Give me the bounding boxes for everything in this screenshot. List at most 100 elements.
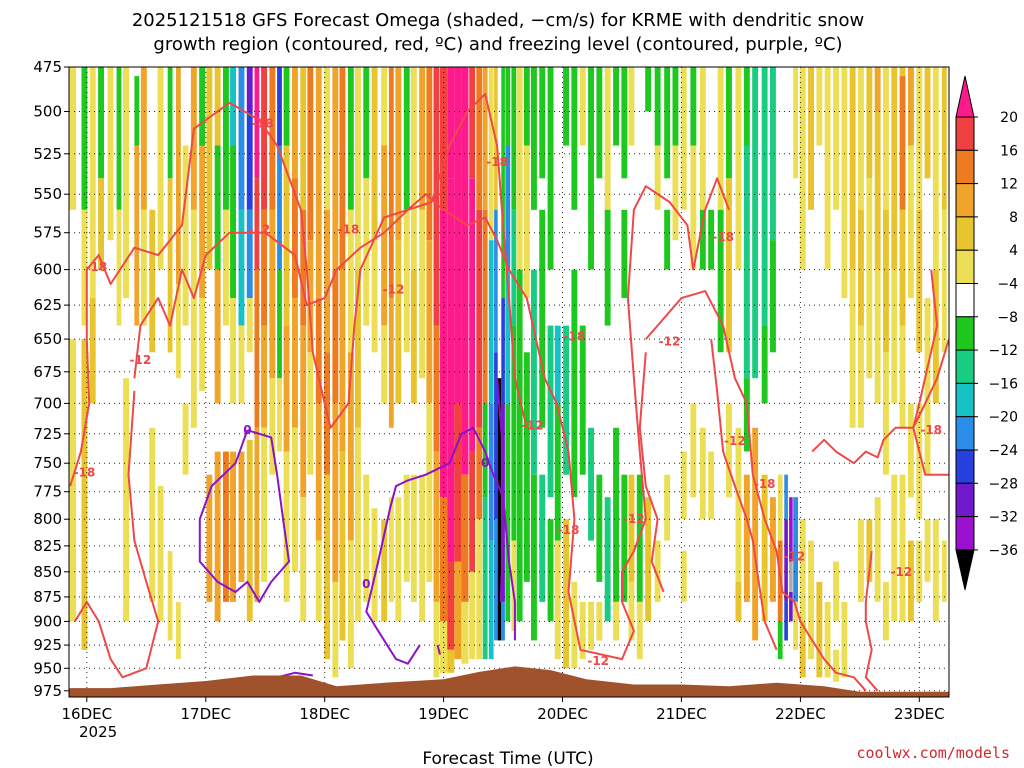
omega-cell-53-2 xyxy=(488,403,494,541)
omega-cell-37-1 xyxy=(371,240,378,353)
dgz-contour-label-1: -12 xyxy=(248,223,270,237)
omega-cell-1-2 xyxy=(81,339,88,650)
omega-cell-40-0 xyxy=(395,67,402,241)
omega-cell-103-0 xyxy=(874,67,881,112)
colorbar-band-10 xyxy=(955,449,975,484)
omega-cell-39-1 xyxy=(388,298,394,428)
colorbar-tick-label-12: −32 xyxy=(988,510,1018,526)
omega-cell-20-1 xyxy=(238,209,245,326)
omega-cell-48-0 xyxy=(454,67,462,404)
omega-cell-84-1 xyxy=(726,178,732,353)
omega-cell-27-2 xyxy=(292,298,298,428)
omega-cell-92-2 xyxy=(789,592,793,622)
x-tick-label-1: 17DEC xyxy=(181,705,232,723)
omega-cell-64-0 xyxy=(554,325,561,404)
omega-cell-27-0 xyxy=(292,67,298,179)
omega-cell-11-0 xyxy=(167,67,173,179)
omega-cell-77-2 xyxy=(664,474,671,541)
omega-cell-26-3 xyxy=(283,451,290,602)
omega-cell-21-1 xyxy=(246,111,253,210)
omega-cell-59-2 xyxy=(516,403,523,622)
omega-cell-79-2 xyxy=(680,551,687,602)
colorbar-band-2 xyxy=(955,183,975,218)
x-tick-label-7: 23DEC xyxy=(894,705,945,723)
omega-cell-108-2 xyxy=(916,403,923,520)
omega-cell-31-0 xyxy=(324,67,330,210)
omega-cell-10-0 xyxy=(157,67,164,270)
chart-title-line-1: 2025121518 GFS Forecast Omega (shaded, −… xyxy=(132,10,864,31)
omega-cell-92-1 xyxy=(789,561,793,592)
omega-cell-110-0 xyxy=(932,67,939,270)
omega-cell-82-0 xyxy=(708,209,715,270)
colorbar-tick-label-11: −28 xyxy=(988,476,1018,492)
omega-cell-69-1 xyxy=(596,474,603,582)
omega-cell-17-3 xyxy=(214,451,221,622)
omega-cell-45-0 xyxy=(433,67,440,326)
omega-cell-104-2 xyxy=(883,352,889,475)
omega-cell-34-0 xyxy=(347,67,354,210)
omega-cell-62-0 xyxy=(539,67,546,179)
omega-cell-1-1 xyxy=(81,209,88,326)
freezing-contour-label-0: 0 xyxy=(243,423,251,437)
omega-cell-27-1 xyxy=(292,178,298,299)
omega-cell-10-1 xyxy=(157,486,164,622)
omega-cell-31-3 xyxy=(324,474,330,660)
omega-cell-7-1 xyxy=(134,145,140,326)
dgz-contour-label-6: -18 xyxy=(74,465,96,479)
omega-cell-17-1 xyxy=(214,145,221,270)
dgz-contour-label-0: -18 xyxy=(252,117,274,131)
omega-cell-96-1 xyxy=(816,581,823,678)
omega-cell-101-2 xyxy=(858,325,864,428)
freezing-contour-3 xyxy=(496,378,505,602)
y-tick-label-575: 575 xyxy=(33,224,62,242)
colorbar-band-9 xyxy=(955,416,975,451)
omega-cell-101-0 xyxy=(858,67,864,210)
terrain-layer xyxy=(69,666,949,697)
freezing-level-contours xyxy=(198,378,516,679)
omega-cell-52-3 xyxy=(482,497,488,660)
omega-cell-54-3 xyxy=(494,519,498,641)
omega-cell-0-0 xyxy=(69,67,77,210)
omega-cell-104-1 xyxy=(883,209,889,353)
omega-cell-23-1 xyxy=(261,209,267,326)
omega-cell-111-0 xyxy=(941,67,947,210)
colorbar-band-7 xyxy=(955,349,975,384)
omega-cell-7-0 xyxy=(134,76,140,146)
omega-cell-43-0 xyxy=(419,67,426,210)
omega-cell-51-1 xyxy=(476,209,483,428)
y-tick-label-775: 775 xyxy=(33,483,62,501)
omega-cell-35-1 xyxy=(355,269,361,428)
omega-cell-38-2 xyxy=(381,325,388,404)
omega-cell-49-3 xyxy=(461,601,469,664)
omega-cell-78-1 xyxy=(672,145,679,241)
omega-cell-47-1 xyxy=(447,178,455,562)
omega-cell-51-3 xyxy=(476,519,483,660)
dgz-contour-2 xyxy=(74,390,160,679)
omega-cell-37-2 xyxy=(371,508,378,622)
omega-cell-72-0 xyxy=(621,67,628,179)
y-tick-label-650: 650 xyxy=(33,330,62,348)
omega-cell-6-1 xyxy=(123,378,129,622)
omega-cell-109-0 xyxy=(924,67,931,179)
x-tick-label-6: 22DEC xyxy=(775,705,826,723)
y-tick-label-500: 500 xyxy=(33,103,62,121)
omega-cell-20-3 xyxy=(238,451,245,582)
omega-cell-91-0 xyxy=(784,474,788,520)
omega-cell-45-1 xyxy=(433,325,440,452)
omega-cell-107-3 xyxy=(908,540,914,622)
colorbar-band-1 xyxy=(955,149,975,185)
x-year-label: 2025 xyxy=(79,723,117,741)
omega-cell-49-2 xyxy=(461,474,469,602)
colorbar-band-3 xyxy=(955,216,975,251)
omega-cell-68-2 xyxy=(588,601,594,650)
x-tick-label-2: 18DEC xyxy=(299,705,350,723)
omega-cell-47-3 xyxy=(447,649,455,673)
omega-cell-14-1 xyxy=(190,209,197,428)
dgz-contour-label-13: -12 xyxy=(659,335,681,349)
y-tick-label-975: 975 xyxy=(33,682,62,700)
omega-cell-45-2 xyxy=(433,451,440,602)
omega-cell-23-0 xyxy=(261,67,267,210)
omega-cell-23-3 xyxy=(261,427,267,582)
omega-cell-65-1 xyxy=(563,325,569,475)
